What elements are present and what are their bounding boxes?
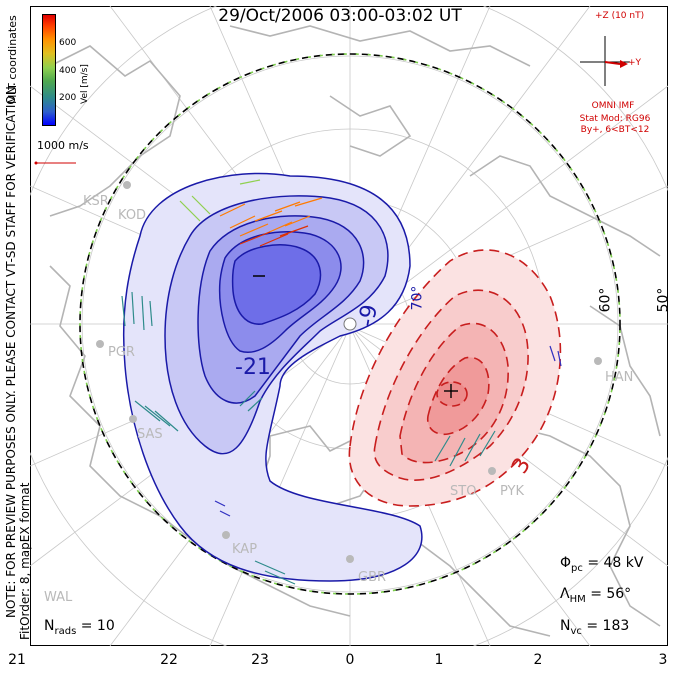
mlt-tick-3: 3 xyxy=(658,652,668,668)
plot-title: 29/Oct/2006 03:00-03:02 UT xyxy=(218,6,462,26)
colorbar xyxy=(42,14,56,126)
colorbar-tick-400: 400 xyxy=(59,66,77,76)
station-sas: SAS xyxy=(137,427,163,442)
colorbar-label: Vel [m/s] xyxy=(80,64,90,104)
colorbar-tick-200: 200 xyxy=(59,93,77,103)
station-ksr: KSR xyxy=(83,194,109,209)
mlt-tick-22: 22 xyxy=(160,652,178,668)
fit-order-note: FitOrder: 8, mapEX format xyxy=(18,482,32,640)
station-kap: KAP xyxy=(232,542,258,557)
colorbar-tick-600: 600 xyxy=(59,38,77,48)
imf-source: OMNI IMF xyxy=(591,101,635,111)
reference-vector-label: 1000 m/s xyxy=(37,139,89,152)
contour-label-3: 3 xyxy=(507,454,536,479)
imf-bz-label: +Z (10 nT) xyxy=(595,11,645,21)
stat-lambda-hm: ΛHM = 56° xyxy=(560,586,632,605)
imf-stat-mod: Stat Mod: RG96 xyxy=(579,114,651,124)
map-frame xyxy=(30,6,668,646)
contour-label-21: -21 xyxy=(235,355,271,380)
station-pgr: PGR xyxy=(108,345,135,360)
imf-condition: By+, 6<BT<12 xyxy=(580,125,650,135)
station-han: HAN xyxy=(605,370,634,385)
station-kod: KOD xyxy=(118,208,147,223)
mlt-tick-0: 0 xyxy=(345,652,355,668)
lat-label-50: 50° xyxy=(655,287,672,313)
velocity-vectors xyxy=(121,179,562,585)
station-wal: WAL xyxy=(44,590,73,605)
imf-clock xyxy=(580,36,630,86)
mlt-tick-23: 23 xyxy=(251,652,269,668)
negative-cell xyxy=(122,172,423,582)
lat-label-60: 60° xyxy=(597,287,614,313)
preview-note: NOTE: FOR PREVIEW PURPOSES ONLY. PLEASE … xyxy=(4,82,18,618)
mlt-tick-21: 21 xyxy=(8,652,26,668)
contour-label-9: -9 xyxy=(354,303,382,329)
positive-cell xyxy=(348,249,562,507)
station-markers xyxy=(96,181,602,563)
stat-phi-pc: Φpc = 48 kV xyxy=(560,555,644,574)
imf-by-label: +Y xyxy=(628,58,642,68)
lat-label-70: 70° xyxy=(409,285,426,311)
station-pyk: PYK xyxy=(500,484,525,499)
station-gbr: GBR xyxy=(358,570,387,585)
mlt-tick-1: 1 xyxy=(434,652,444,668)
stat-n-rads: Nrads = 10 xyxy=(44,618,115,637)
station-sto: STO xyxy=(450,484,477,499)
convection-map: -21 -9 3 xyxy=(30,6,668,646)
hm-boundary xyxy=(79,53,621,595)
mlt-tick-2: 2 xyxy=(533,652,543,668)
stat-n-vc: Nvc = 183 xyxy=(560,618,630,637)
